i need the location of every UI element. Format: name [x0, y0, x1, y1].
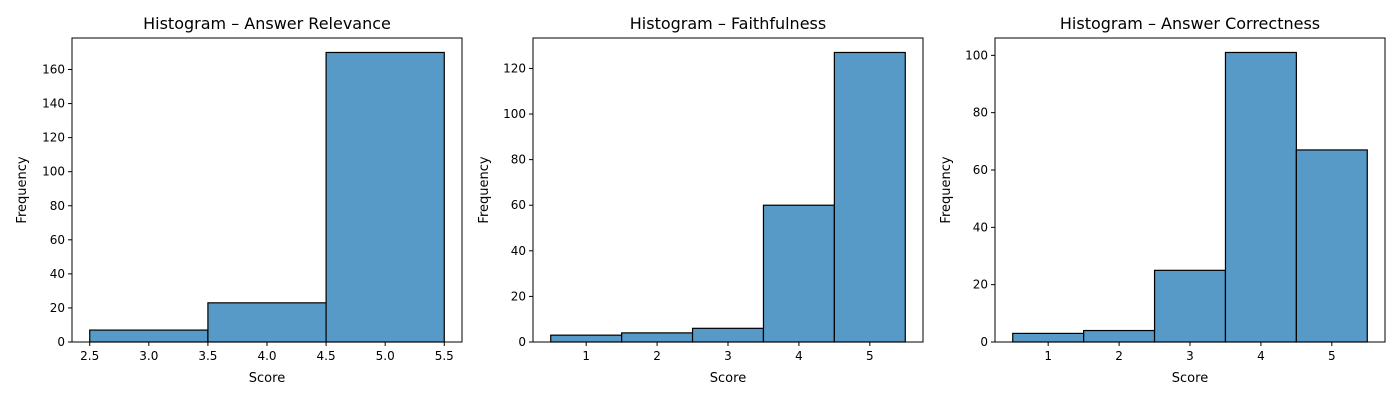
y-tick-label: 120: [503, 61, 526, 75]
y-tick-label: 40: [50, 267, 65, 281]
y-tick-label: 100: [503, 107, 526, 121]
histogram-bar: [1224, 51, 1297, 343]
bars: [89, 51, 445, 343]
y-tick-label: 40: [511, 244, 526, 258]
y-tick-label: 20: [50, 301, 65, 315]
y-tick-label: 100: [965, 48, 988, 62]
axes-frame: [994, 37, 1386, 343]
y-tick-label: 140: [42, 97, 65, 111]
y-ticks: 0 20 40 60 80 100 120 140 160: [42, 63, 72, 349]
panel-faithfulness: Histogram – Faithfulness Frequency Score…: [477, 14, 924, 386]
y-tick-label: 160: [42, 63, 65, 77]
histogram-bar: [1153, 269, 1227, 343]
y-tick-label: 80: [973, 106, 988, 120]
y-tick-label: 0: [518, 335, 526, 349]
x-tick-label: 5.0: [376, 349, 395, 363]
histogram-bar: [1012, 332, 1085, 343]
y-tick-label: 100: [42, 165, 65, 179]
x-tick-label: 2.5: [80, 349, 99, 363]
histogram-bar: [621, 332, 694, 343]
axes-frame: [532, 37, 924, 343]
x-ticks: 2.5 3.0 3.5 4.0 4.5 5.0 5.5: [80, 342, 454, 363]
x-tick-label: 4: [1257, 349, 1265, 363]
x-tick-label: 2: [653, 349, 661, 363]
histogram-bar: [762, 204, 835, 343]
y-tick-label: 0: [57, 335, 65, 349]
panel-title: Histogram – Answer Relevance: [143, 14, 391, 33]
x-tick-label: 1: [1044, 349, 1052, 363]
x-tick-label: 3.0: [139, 349, 158, 363]
histogram-bar: [325, 51, 445, 343]
y-axis-label: Frequency: [477, 156, 492, 223]
histogram-bar: [833, 51, 906, 343]
y-tick-label: 120: [42, 131, 65, 145]
histogram-bar: [89, 329, 209, 343]
x-ticks: 1 2 3 4 5: [1044, 342, 1336, 363]
x-ticks: 1 2 3 4 5: [582, 342, 874, 363]
histogram-bar: [691, 327, 765, 343]
axes-frame: [71, 37, 463, 343]
x-tick-label: 4.0: [257, 349, 276, 363]
bars: [550, 51, 906, 343]
y-ticks: 0 20 40 60 80 100 120: [503, 61, 533, 349]
x-tick-label: 4: [795, 349, 803, 363]
x-tick-label: 3: [1186, 349, 1194, 363]
histogram-bar: [207, 302, 327, 343]
histogram-bar: [550, 334, 623, 343]
x-tick-label: 1: [582, 349, 590, 363]
histogram-bar: [1295, 149, 1368, 343]
y-tick-label: 40: [973, 220, 988, 234]
panel-answer-relevance: Histogram – Answer Relevance Frequency S…: [15, 14, 463, 386]
y-tick-label: 60: [973, 163, 988, 177]
x-tick-label: 4.5: [317, 349, 336, 363]
panel-title: Histogram – Faithfulness: [630, 14, 826, 33]
y-axis-label: Frequency: [939, 156, 954, 223]
x-tick-label: 3.5: [198, 349, 217, 363]
y-tick-label: 20: [973, 278, 988, 292]
x-axis-label: Score: [249, 371, 285, 386]
y-axis-label: Frequency: [15, 156, 30, 223]
x-axis-label: Score: [710, 371, 746, 386]
y-tick-label: 80: [511, 153, 526, 167]
y-tick-label: 60: [511, 198, 526, 212]
y-tick-label: 0: [980, 335, 988, 349]
x-tick-label: 5: [866, 349, 874, 363]
histogram-bar: [1083, 329, 1156, 343]
panel-title: Histogram – Answer Correctness: [1060, 14, 1320, 33]
panel-answer-correctness: Histogram – Answer Correctness Frequency…: [939, 14, 1386, 386]
x-tick-label: 3: [724, 349, 732, 363]
y-tick-label: 20: [511, 289, 526, 303]
x-tick-label: 5.5: [435, 349, 454, 363]
y-tick-label: 80: [50, 199, 65, 213]
y-ticks: 0 20 40 60 80 100: [965, 48, 995, 349]
x-tick-label: 2: [1115, 349, 1123, 363]
y-tick-label: 60: [50, 233, 65, 247]
x-tick-label: 5: [1328, 349, 1336, 363]
x-axis-label: Score: [1172, 371, 1208, 386]
